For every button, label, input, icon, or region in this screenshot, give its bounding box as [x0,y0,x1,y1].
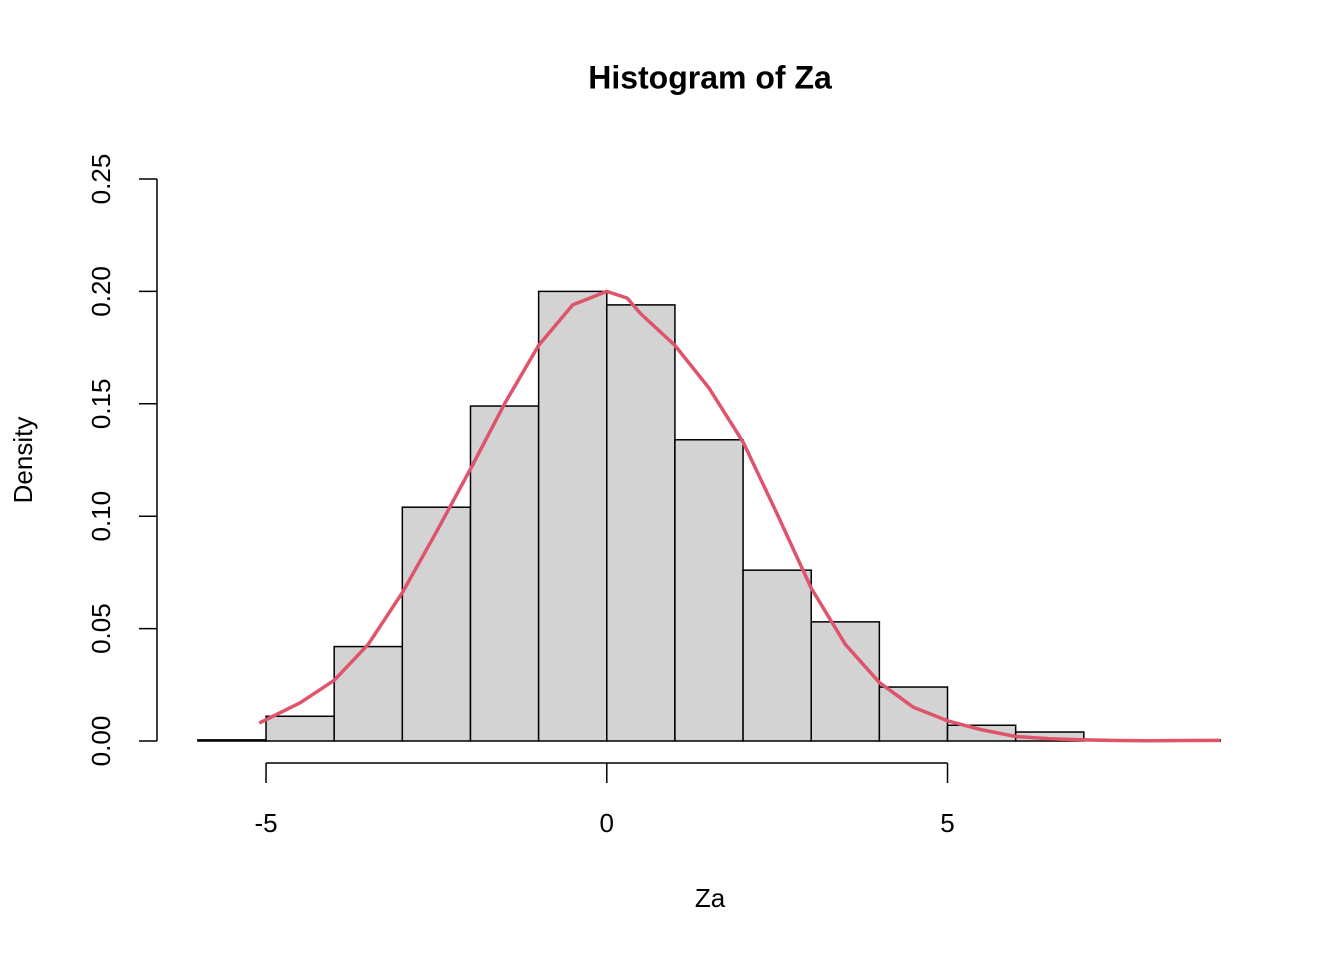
bar [878,686,949,742]
bar [537,290,608,742]
chart-title: Histogram of Za [588,59,832,95]
x-axis-label: Za [695,883,726,913]
bar [401,506,472,742]
y-tick-label: 0.15 [86,378,116,429]
density-line [258,289,1221,743]
bar [742,569,812,742]
x-tick-label: 0 [600,808,614,838]
y-axis-label: Density [8,417,38,504]
x-tick-label: -5 [254,808,277,838]
x-tick-label: 5 [940,808,954,838]
y-tick-label: 0.25 [86,154,116,205]
y-tick-label: 0.00 [86,716,116,767]
y-tick-label: 0.05 [86,603,116,654]
bar [333,645,404,742]
bar [265,715,335,742]
y-tick-label: 0.10 [86,491,116,542]
bar [606,304,676,742]
bar [674,439,744,742]
bar [197,739,267,742]
bar [469,405,540,742]
bar [810,621,881,742]
y-tick-label: 0.20 [86,266,116,317]
